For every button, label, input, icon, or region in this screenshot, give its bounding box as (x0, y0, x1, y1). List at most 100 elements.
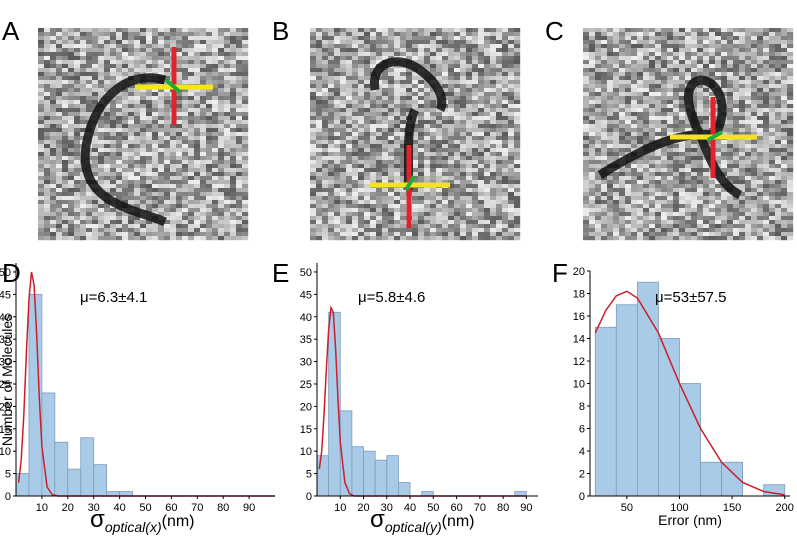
pixel (697, 172, 704, 177)
pixel (110, 136, 117, 141)
pixel (745, 124, 752, 129)
pixel (74, 108, 81, 113)
pixel (715, 160, 722, 165)
pixel (146, 92, 153, 97)
pixel (358, 136, 365, 141)
pixel (62, 92, 69, 97)
pixel (182, 28, 189, 33)
pixel (116, 172, 123, 177)
pixel (649, 132, 656, 137)
pixel (655, 116, 662, 121)
pixel (781, 132, 788, 137)
pixel (745, 116, 752, 121)
pixel (751, 60, 758, 65)
pixel (122, 88, 129, 93)
pixel (508, 184, 515, 189)
pixel (74, 180, 81, 185)
pixel (454, 72, 461, 77)
pixel (394, 232, 401, 237)
pixel (376, 236, 383, 241)
pixel (697, 156, 704, 161)
pixel (388, 32, 395, 37)
pixel (442, 196, 449, 201)
pixel (68, 32, 75, 37)
pixel (322, 232, 329, 237)
pixel (346, 56, 353, 61)
pixel (613, 100, 620, 105)
pixel (502, 100, 509, 105)
pixel (667, 80, 674, 85)
pixel (418, 132, 425, 137)
pixel (340, 104, 347, 109)
pixel (92, 228, 99, 233)
pixel (460, 224, 467, 229)
pixel (637, 60, 644, 65)
pixel (496, 224, 503, 229)
pixel (424, 144, 431, 149)
pixel (158, 64, 165, 69)
pixel (673, 88, 680, 93)
pixel (655, 84, 662, 89)
pixel (62, 96, 69, 101)
pixel (460, 172, 467, 177)
pixel (508, 132, 515, 137)
pixel (310, 144, 317, 149)
pixel (583, 152, 590, 157)
pixel (328, 28, 335, 33)
pixel (158, 236, 165, 241)
pixel (242, 92, 249, 97)
pixel (158, 104, 165, 109)
pixel (388, 140, 395, 145)
pixel (224, 220, 231, 225)
pixel (508, 216, 515, 221)
pixel (322, 100, 329, 105)
pixel (358, 144, 365, 149)
pixel (448, 80, 455, 85)
pixel (44, 180, 51, 185)
pixel (751, 36, 758, 41)
pixel (104, 160, 111, 165)
pixel (346, 84, 353, 89)
pixel (146, 28, 153, 33)
pixel (242, 144, 249, 149)
pixel (152, 236, 159, 241)
pixel (454, 172, 461, 177)
pixel (176, 100, 183, 105)
pixel (74, 192, 81, 197)
pixel (68, 220, 75, 225)
pixel (230, 60, 237, 65)
pixel (242, 88, 249, 93)
pixel (697, 152, 704, 157)
pixel (637, 96, 644, 101)
pixel (595, 172, 602, 177)
pixel (448, 32, 455, 37)
pixel (613, 124, 620, 129)
pixel (424, 188, 431, 193)
pixel (460, 144, 467, 149)
pixel (92, 204, 99, 209)
pixel (110, 36, 117, 41)
pixel (140, 28, 147, 33)
pixel (643, 64, 650, 69)
pixel (38, 204, 45, 209)
pixel (334, 216, 341, 221)
pixel (206, 236, 213, 241)
pixel (74, 212, 81, 217)
pixel (146, 192, 153, 197)
pixel (502, 152, 509, 157)
pixel (230, 168, 237, 173)
pixel (230, 184, 237, 189)
pixel (346, 236, 353, 241)
pixel (98, 216, 105, 221)
pixel (62, 196, 69, 201)
pixel (757, 112, 764, 117)
pixel (218, 28, 225, 33)
pixel (643, 88, 650, 93)
pixel (751, 148, 758, 153)
pixel (116, 32, 123, 37)
pixel (490, 152, 497, 157)
pixel (110, 220, 117, 225)
pixel (194, 92, 201, 97)
pixel (697, 160, 704, 165)
pixel (472, 164, 479, 169)
